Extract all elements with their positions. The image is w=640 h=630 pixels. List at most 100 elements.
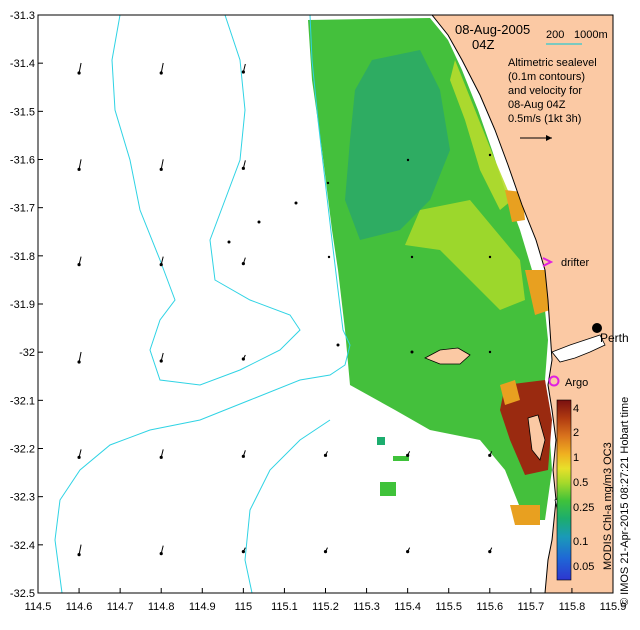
velocity-vector-head xyxy=(241,454,245,458)
velocity-vector xyxy=(78,544,82,555)
velocity-vector-head xyxy=(241,70,245,74)
y-tick-label: -31.8 xyxy=(10,251,35,263)
y-axis: -31.3 -31.4 -31.5 -31.6 -31.7 -31.8 -31.9 -32 -3… xyxy=(10,10,43,600)
velocity-vector-head xyxy=(159,71,163,75)
drifter-marker xyxy=(542,257,554,267)
chlorophyll-orange-patch xyxy=(500,190,550,525)
x-tick-label: 114.6 xyxy=(66,601,93,613)
velocity-vector xyxy=(78,62,82,74)
isobath-deep xyxy=(244,419,331,593)
y-tick-label: -31.5 xyxy=(10,106,35,118)
scale-label-right: 1000m xyxy=(574,29,608,41)
y-tick-label: -32.3 xyxy=(10,492,35,504)
chlorophyll-isolated-pixel xyxy=(377,437,385,445)
velocity-vector-head xyxy=(241,262,245,266)
chlorophyll-isolated-pixel xyxy=(393,456,409,461)
rottnest-island xyxy=(424,347,471,365)
colorbar-tick: 4 xyxy=(573,403,579,415)
time-label: 04Z xyxy=(472,37,494,52)
y-tick-label: -32.1 xyxy=(10,395,35,407)
x-axis: 114.5 114.6 114.7 114.8 114.9 115 115.1 115.2 11… xyxy=(25,588,627,613)
y-tick-label: -31.4 xyxy=(10,58,35,70)
colorbar-ticks: 4 2 1 0.5 0.25 0.1 0.05 xyxy=(573,403,594,573)
argo-label: Argo xyxy=(565,377,588,389)
velocity-vector-head xyxy=(406,453,410,457)
scale-label-left: 200 xyxy=(546,29,564,41)
velocity-vector-head xyxy=(323,550,328,554)
annotation-line-4: 08-Aug 04Z xyxy=(508,99,566,111)
credit-text: © IMOS 21-Apr-2015 08:27:21 Hobart time xyxy=(619,397,631,606)
annotation-line-1: Altimetric sealevel xyxy=(508,57,597,69)
y-tick-label: -31.3 xyxy=(10,10,35,22)
velocity-vector-head xyxy=(77,455,81,459)
annotation-line-3: and velocity for xyxy=(508,85,582,97)
velocity-vector-head xyxy=(77,553,81,557)
y-tick-label: -32 xyxy=(19,347,35,359)
velocity-vector-head xyxy=(77,167,81,171)
velocity-vector-head xyxy=(77,71,81,75)
isobath-200m xyxy=(54,15,351,593)
perth-label: Perth xyxy=(600,331,629,345)
chlorophyll-lime-band xyxy=(405,200,525,310)
velocity-vector-head xyxy=(323,453,328,457)
x-tick-label: 114.7 xyxy=(107,601,134,613)
chlorophyll-teal-patch xyxy=(345,50,450,240)
velocity-vector-head xyxy=(241,550,245,554)
y-tick-label: -31.6 xyxy=(10,155,35,167)
colorbar-tick: 0.25 xyxy=(573,502,594,514)
velocity-vector-head xyxy=(159,455,163,459)
x-tick-label: 114.8 xyxy=(148,601,175,613)
y-tick-label: -32.5 xyxy=(10,588,35,600)
garden-island xyxy=(527,414,546,461)
colorbar-tick: 0.1 xyxy=(573,536,588,548)
velocity-vector-head xyxy=(159,552,163,556)
colorbar-tick: 0.05 xyxy=(573,561,594,573)
isobath-1000m xyxy=(111,15,301,386)
velocity-vector-head xyxy=(77,263,81,267)
y-tick-label: -32.4 xyxy=(10,540,35,552)
date-label: 08-Aug-2005 xyxy=(455,22,530,37)
perth-marker xyxy=(592,323,602,333)
y-tick-label: -31.7 xyxy=(10,203,35,215)
velocity-vector-head xyxy=(406,550,410,554)
sealevel-points xyxy=(227,153,492,354)
reference-arrowhead xyxy=(546,135,552,141)
x-tick-label: 115.3 xyxy=(353,601,380,613)
x-tick-label: 115.1 xyxy=(271,601,298,613)
x-tick-label: 115.2 xyxy=(312,601,339,613)
velocity-vector-head xyxy=(241,166,245,170)
annotation-line-2: (0.1m contours) xyxy=(508,71,585,83)
velocity-vectors xyxy=(77,62,493,557)
chlorophyll-isolated-pixel xyxy=(380,482,396,496)
velocity-vector-head xyxy=(77,360,81,364)
velocity-vector xyxy=(78,159,82,170)
x-tick-label: 115.4 xyxy=(394,601,421,613)
coastline xyxy=(431,15,557,593)
swan-river xyxy=(551,334,606,363)
x-tick-label: 114.9 xyxy=(189,601,216,613)
x-tick-label: 115.9 xyxy=(600,601,627,613)
velocity-vector xyxy=(78,351,82,363)
y-tick-label: -31.9 xyxy=(10,299,35,311)
velocity-vector xyxy=(160,62,164,74)
drifter-label: drifter xyxy=(561,257,589,269)
colorbar-tick: 0.5 xyxy=(573,477,588,489)
velocity-vector-head xyxy=(159,263,163,267)
x-tick-label: 114.5 xyxy=(25,601,52,613)
velocity-vector-head xyxy=(159,359,163,363)
argo-marker xyxy=(548,375,560,387)
x-tick-label: 115.8 xyxy=(559,601,586,613)
colorbar-tick: 2 xyxy=(573,427,579,439)
chlorophyll-lime-coastal xyxy=(450,60,512,210)
x-tick-label: 115.7 xyxy=(517,601,544,613)
annotation-line-5: 0.5m/s (1kt 3h) xyxy=(508,113,581,125)
velocity-vector xyxy=(160,159,164,170)
velocity-vector-head xyxy=(159,167,163,171)
velocity-vector-head xyxy=(488,453,492,457)
y-tick-label: -32.2 xyxy=(10,444,35,456)
colorbar xyxy=(556,399,572,581)
colorbar-tick: 1 xyxy=(573,452,579,464)
x-tick-label: 115 xyxy=(235,601,253,613)
x-tick-label: 115.6 xyxy=(476,601,503,613)
